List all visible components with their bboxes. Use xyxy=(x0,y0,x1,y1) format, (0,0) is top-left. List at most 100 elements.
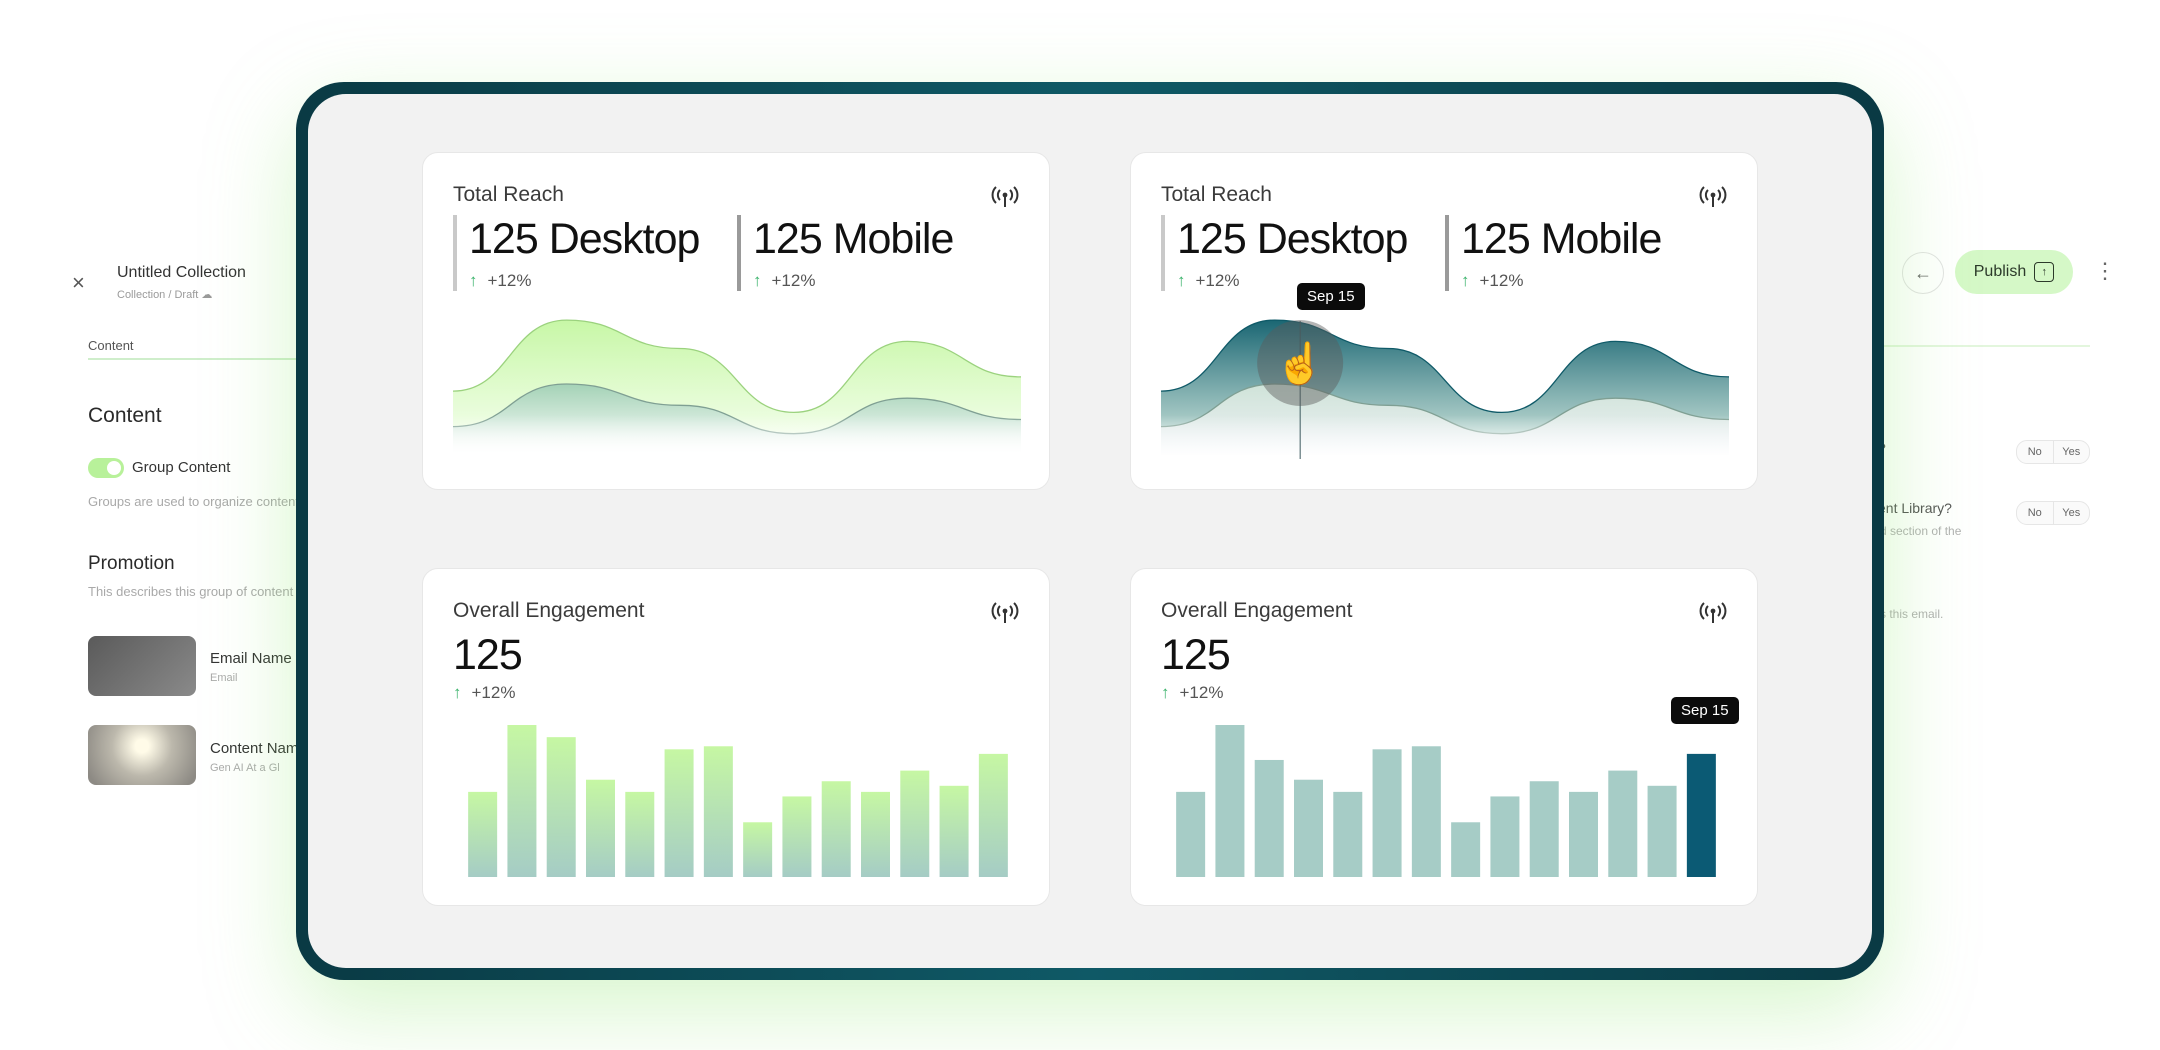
bar xyxy=(1451,822,1481,877)
bar xyxy=(1647,785,1677,877)
engagement-change: ↑ +12% xyxy=(453,683,515,703)
tab-content[interactable]: Content xyxy=(88,338,134,353)
change-value: +12% xyxy=(471,683,516,702)
yes-option[interactable]: Yes xyxy=(2052,502,2090,524)
bar xyxy=(861,791,890,877)
card-title: Total Reach xyxy=(453,183,564,206)
area-series-line xyxy=(1160,319,1730,414)
up-arrow-icon: ↑ xyxy=(1161,683,1170,702)
desktop-value: 125 Desktop xyxy=(1177,215,1408,263)
up-arrow-icon: ↑ xyxy=(1461,271,1470,290)
asset-type: Gen AI At a Gl xyxy=(210,762,280,774)
area-chart xyxy=(452,319,1022,457)
hover-marker xyxy=(1257,320,1344,406)
back-button[interactable]: ← xyxy=(1902,252,1944,294)
broadcast-icon[interactable] xyxy=(1699,599,1727,627)
bar xyxy=(546,737,576,877)
bar xyxy=(507,725,537,877)
collection-title: Untitled Collection xyxy=(117,264,246,281)
bar xyxy=(1490,796,1520,877)
up-arrow-icon: ↑ xyxy=(453,683,462,702)
bar xyxy=(1333,791,1363,877)
publish-icon: ↑ xyxy=(2034,262,2055,282)
bar-chart xyxy=(468,725,1008,877)
chart-tooltip: Sep 15 xyxy=(1671,697,1739,724)
bar xyxy=(664,749,694,877)
bar xyxy=(625,791,655,877)
total-reach-card: Total Reach 125 Desktop ↑ +12% 125 Mobile… xyxy=(422,152,1050,490)
card-title: Total Reach xyxy=(1161,183,1272,206)
bar xyxy=(1411,746,1441,877)
yes-option[interactable]: Yes xyxy=(2052,441,2090,463)
right-panel-divider xyxy=(1870,345,2090,347)
engagement-change: ↑ +12% xyxy=(1161,683,1223,703)
bar xyxy=(1569,791,1598,877)
right-question: ent Library? xyxy=(1878,500,1952,516)
change-value: +12% xyxy=(1479,271,1524,290)
bar xyxy=(900,770,930,877)
right-help-text: s this email. xyxy=(1880,607,1944,621)
total-reach-card-hover: Total Reach 125 Desktop ↑ +12% 125 Mobile… xyxy=(1130,152,1758,490)
change-value: +12% xyxy=(1179,683,1224,702)
asset-thumbnail[interactable] xyxy=(88,636,196,696)
area-chart[interactable]: ☝ xyxy=(1131,153,1759,491)
cloud-icon: ☁ xyxy=(201,289,213,301)
bar xyxy=(703,746,733,877)
bar xyxy=(782,796,812,877)
breadcrumb-text: Collection / Draft xyxy=(117,289,199,301)
change-value: +12% xyxy=(487,271,532,290)
mobile-value: 125 Mobile xyxy=(1461,215,1662,263)
bar xyxy=(586,779,615,877)
asset-name[interactable]: Email Name xyxy=(210,650,292,667)
up-arrow-icon: ↑ xyxy=(1177,271,1186,290)
up-arrow-icon: ↑ xyxy=(753,271,762,290)
yes-no-toggle[interactable]: No Yes xyxy=(2016,440,2090,464)
desktop-value: 125 Desktop xyxy=(469,215,700,263)
bar xyxy=(1608,770,1638,877)
yes-no-toggle[interactable]: No Yes xyxy=(2016,501,2090,525)
bar xyxy=(1254,759,1284,877)
group-content-toggle[interactable] xyxy=(88,458,124,478)
desktop-metric: 125 Desktop ↑ +12% xyxy=(1161,215,1408,291)
bar xyxy=(743,822,773,877)
bar xyxy=(1686,753,1716,877)
bar xyxy=(939,785,969,877)
mobile-change: ↑ +12% xyxy=(1461,271,1661,291)
change-value: +12% xyxy=(771,271,816,290)
bar xyxy=(1372,749,1402,877)
publish-label: Publish xyxy=(1973,263,2027,280)
group-help-text: Groups are used to organize content xyxy=(88,494,300,509)
broadcast-icon[interactable] xyxy=(1699,183,1727,211)
bar xyxy=(978,753,1008,877)
desktop-change: ↑ +12% xyxy=(469,271,699,291)
engagement-value: 125 xyxy=(453,631,523,679)
change-value: +12% xyxy=(1195,271,1240,290)
broadcast-icon[interactable] xyxy=(991,599,1019,627)
section-heading-promotion: Promotion xyxy=(88,553,175,574)
overall-engagement-card: Overall Engagement 125 ↑ +12% xyxy=(422,568,1050,906)
chart-tooltip: Sep 15 xyxy=(1297,283,1365,310)
arrow-left-icon: ← xyxy=(1914,262,1932,283)
broadcast-icon[interactable] xyxy=(991,183,1019,211)
bar xyxy=(821,781,851,877)
overall-engagement-card-hover: Overall Engagement 125 ↑ +12% Sep 15 xyxy=(1130,568,1758,906)
tab-underline xyxy=(88,358,308,360)
asset-name[interactable]: Content Nam xyxy=(210,740,299,757)
card-title: Overall Engagement xyxy=(1161,599,1353,622)
breadcrumb: Collection / Draft ☁ xyxy=(117,288,212,301)
publish-button[interactable]: Publish ↑ xyxy=(1955,250,2073,294)
asset-thumbnail[interactable] xyxy=(88,725,196,785)
asset-type: Email xyxy=(210,672,238,684)
mobile-metric: 125 Mobile ↑ +12% xyxy=(737,215,954,291)
no-option[interactable]: No xyxy=(2027,507,2042,519)
bar xyxy=(468,791,498,877)
up-arrow-icon: ↑ xyxy=(469,271,478,290)
toggle-label: Group Content xyxy=(132,459,231,476)
section-heading-content: Content xyxy=(88,404,162,427)
mobile-metric: 125 Mobile ↑ +12% xyxy=(1445,215,1662,291)
more-vertical-icon[interactable]: ⋮ xyxy=(2094,258,2116,283)
bar xyxy=(1176,791,1206,877)
bar-chart[interactable] xyxy=(1131,569,1759,907)
close-icon[interactable]: × xyxy=(72,270,85,295)
no-option[interactable]: No xyxy=(2027,446,2042,458)
